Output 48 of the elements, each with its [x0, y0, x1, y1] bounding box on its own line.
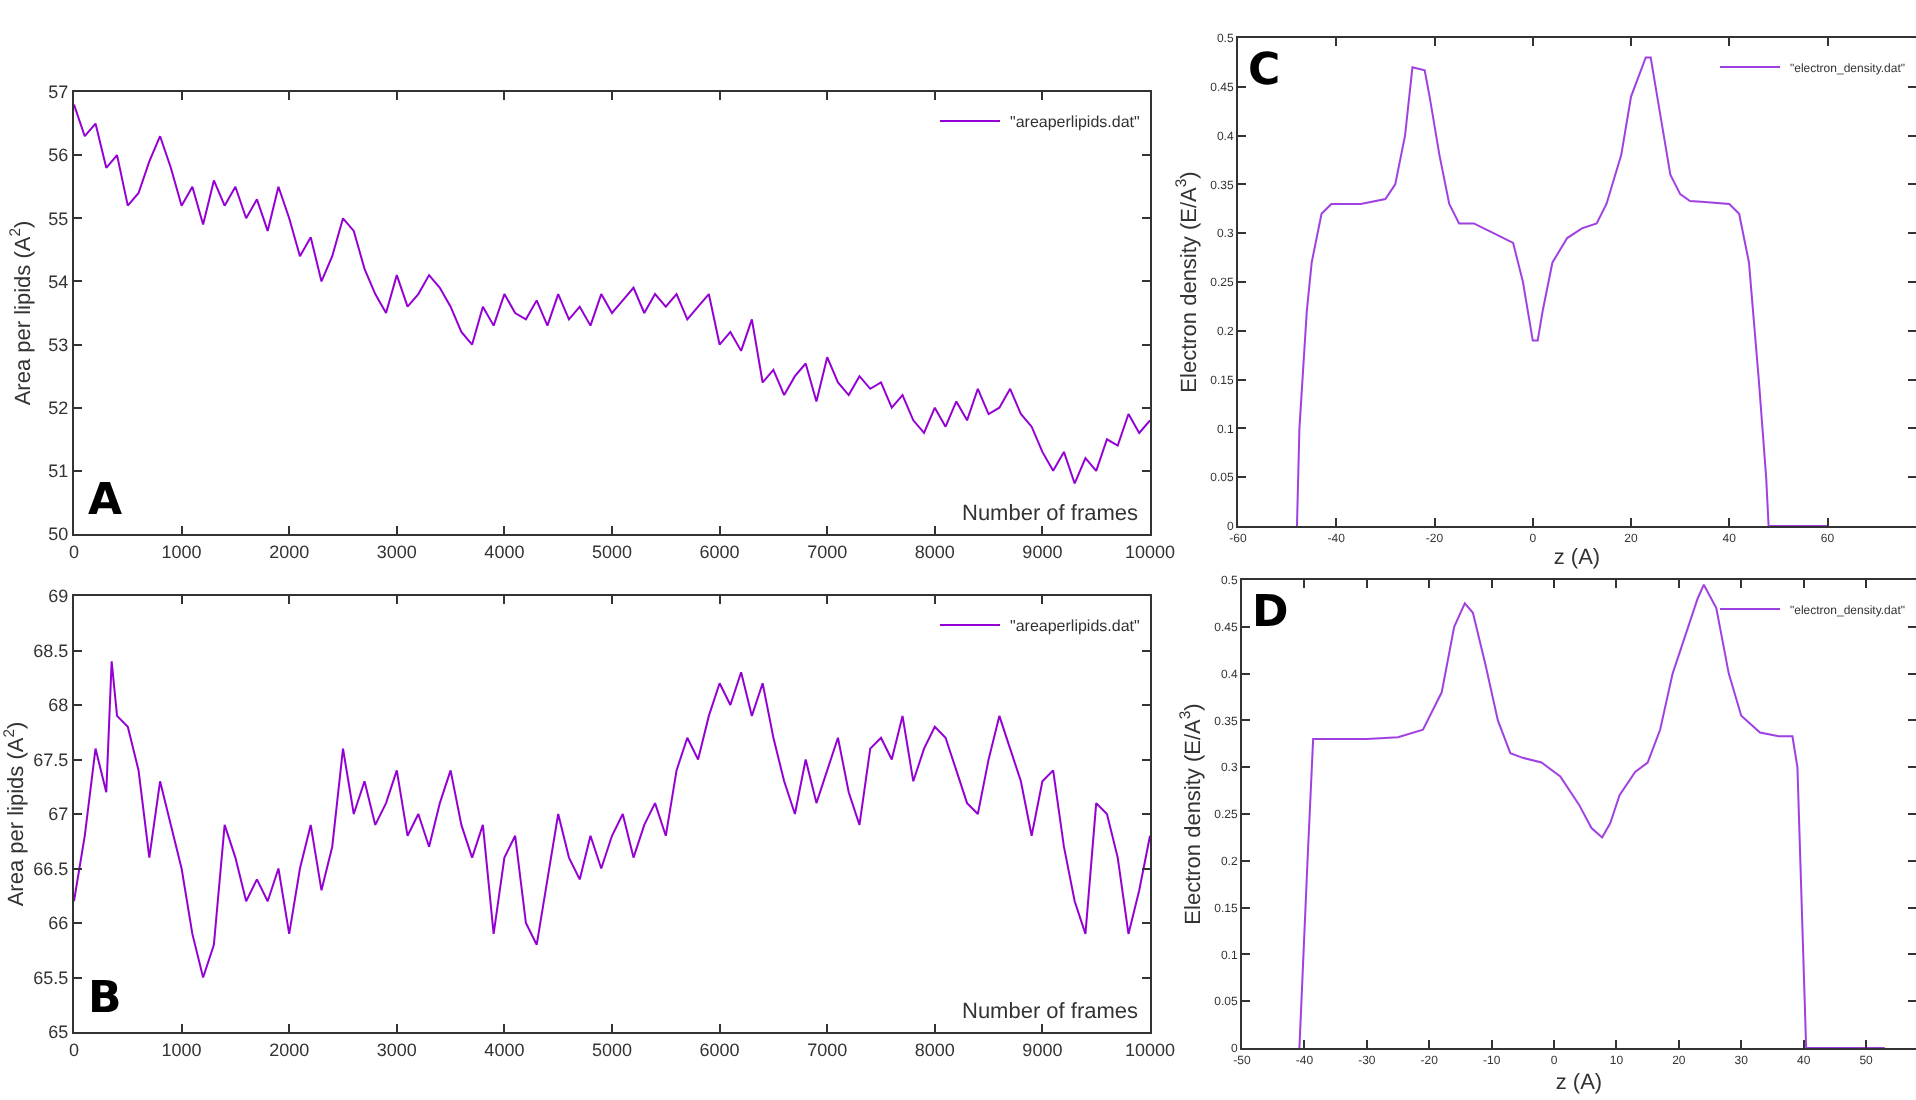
annotation: A [88, 476, 123, 526]
annotation: D [1252, 588, 1289, 638]
x-axis-title: Number of frames [962, 1000, 1140, 1024]
x-tick-label: 3000 [376, 1039, 417, 1060]
x-tick-label: 3000 [376, 541, 417, 562]
y-tick-label: 65.5 [33, 967, 69, 988]
x-tick-label: 1000 [161, 1039, 202, 1060]
x-tick-label: 1000 [161, 541, 202, 562]
x-tick-label: 9000 [1022, 1039, 1063, 1060]
y-tick-label: 67.5 [33, 749, 69, 770]
x-tick-label: 7000 [807, 1039, 848, 1060]
x-axis-title: z (A) [1555, 1070, 1603, 1095]
x-tick-label: 5000 [591, 541, 633, 562]
line-series [74, 660, 1150, 979]
x-axis-title: Number of frames [962, 502, 1140, 526]
legend-label: "areaperlipids.dat" [1010, 617, 1140, 636]
y-tick-label: 57 [48, 82, 69, 103]
legend-label: "areaperlipids.dat" [1010, 113, 1140, 132]
y-tick-label: 53 [48, 334, 69, 355]
x-tick-label: 9000 [1022, 541, 1063, 562]
x-tick-label: 10000 [1124, 1039, 1176, 1060]
x-tick-label: 6000 [699, 541, 740, 562]
x-tick-label: 4000 [484, 1039, 525, 1060]
line-series [74, 103, 1150, 485]
x-tick-label: 5000 [591, 1039, 633, 1060]
x-tick-label: 6000 [699, 1039, 740, 1060]
y-tick-label: 52 [48, 398, 69, 419]
annotation: C [1248, 46, 1281, 96]
y-tick-label: 68 [48, 695, 69, 716]
annotation: B [88, 974, 122, 1024]
x-tick-label: 2000 [269, 541, 310, 562]
x-tick-label: 4000 [484, 541, 525, 562]
y-tick-label: 66 [48, 913, 69, 934]
y-tick-label: 56 [48, 145, 69, 166]
y-tick-label: 66.5 [33, 858, 69, 879]
y-tick-label: 67 [48, 804, 69, 825]
y-tick-label: 51 [48, 461, 69, 482]
y-tick-label: 65 [48, 1022, 69, 1043]
x-tick-label: 8000 [914, 541, 955, 562]
y-tick-label: 54 [48, 271, 69, 292]
x-tick-label: 10000 [1124, 541, 1176, 562]
x-tick-label: 7000 [807, 541, 848, 562]
y-tick-label: 69 [48, 586, 69, 607]
x-axis-title: z (A) [1553, 546, 1601, 570]
y-tick-label: 55 [48, 208, 69, 229]
x-tick-label: 8000 [914, 1039, 955, 1060]
y-tick-label: 68.5 [33, 640, 69, 661]
x-tick-label: 2000 [269, 1039, 310, 1060]
